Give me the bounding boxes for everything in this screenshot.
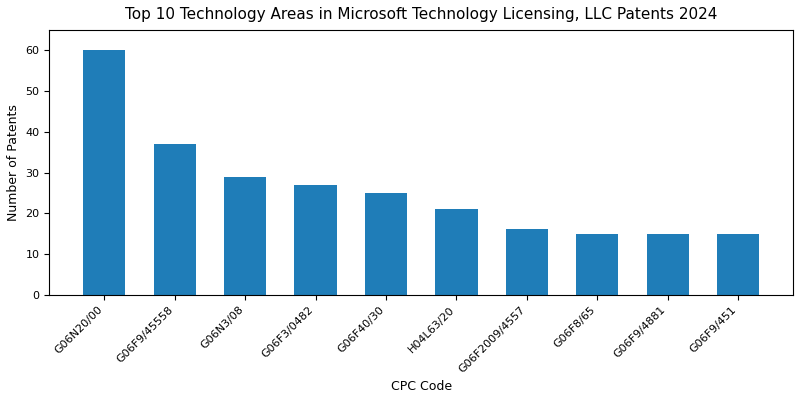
Bar (294, 185, 337, 294)
Bar (365, 193, 407, 294)
Bar (154, 144, 196, 294)
Bar (576, 234, 618, 294)
Bar (646, 234, 689, 294)
X-axis label: CPC Code: CPC Code (390, 380, 452, 393)
Bar (717, 234, 759, 294)
Bar (224, 176, 266, 294)
Bar (83, 50, 126, 294)
Y-axis label: Number of Patents: Number of Patents (7, 104, 20, 221)
Bar (506, 230, 548, 294)
Title: Top 10 Technology Areas in Microsoft Technology Licensing, LLC Patents 2024: Top 10 Technology Areas in Microsoft Tec… (125, 7, 718, 22)
Bar (435, 209, 478, 294)
